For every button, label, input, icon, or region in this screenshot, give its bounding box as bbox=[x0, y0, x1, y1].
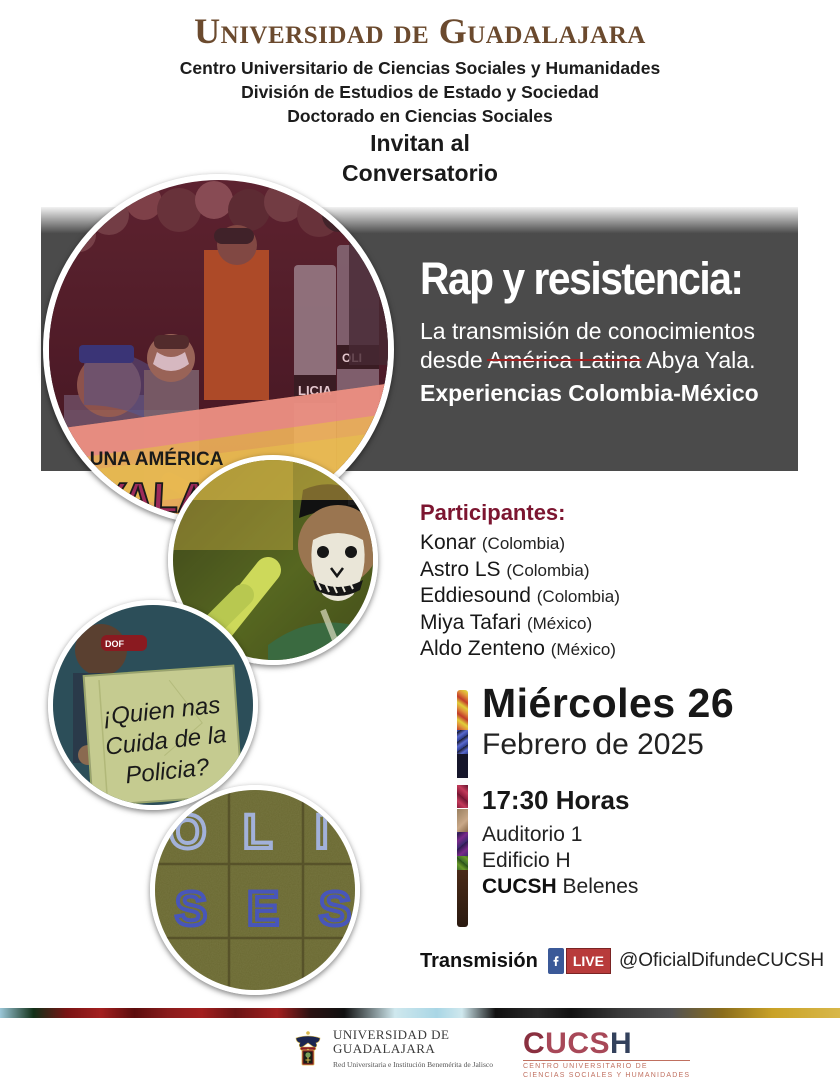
svg-text:L: L bbox=[243, 806, 272, 859]
svg-text:DOF: DOF bbox=[105, 639, 125, 649]
svg-text:I: I bbox=[315, 806, 328, 859]
svg-text:E: E bbox=[247, 883, 279, 936]
svg-text:S: S bbox=[175, 883, 207, 936]
svg-text:O: O bbox=[169, 806, 206, 859]
svg-text:S: S bbox=[319, 883, 351, 936]
